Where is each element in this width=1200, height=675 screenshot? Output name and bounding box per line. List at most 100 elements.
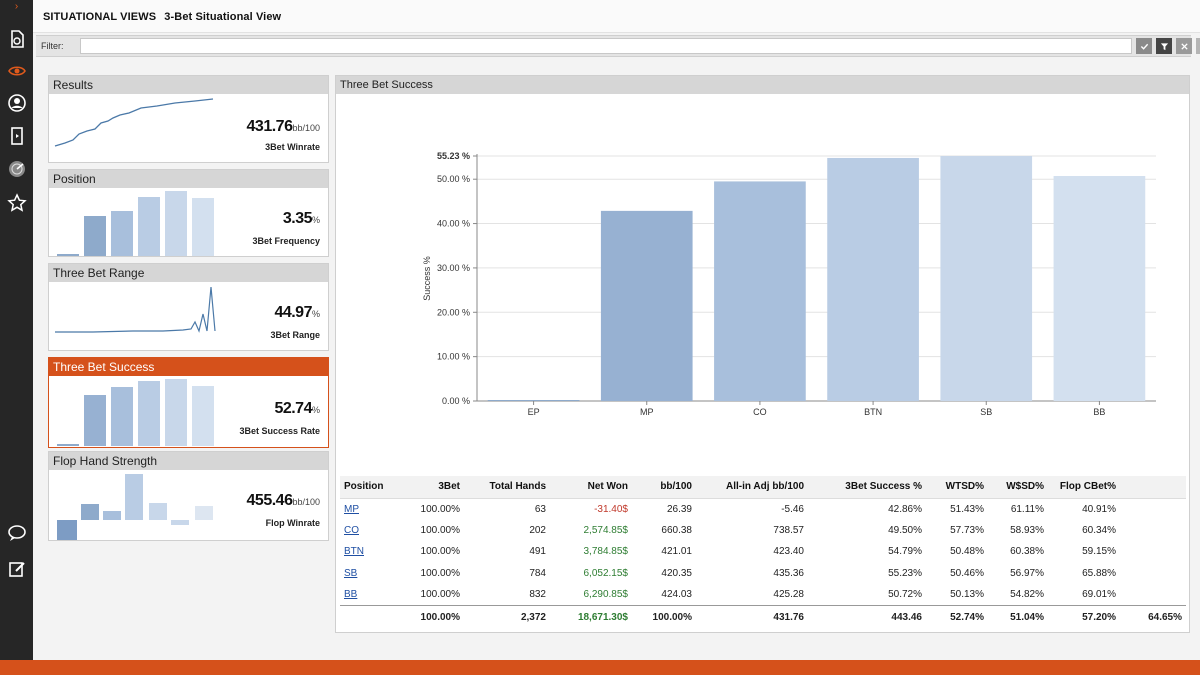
table-cell: 738.57 — [773, 524, 804, 536]
table-row[interactable]: CO 100.00% 202 2,574.85$ 660.38 738.57 49.50% 5… — [340, 520, 1186, 542]
three-bet-success-panel: Three Bet Success 0.00 % 10.00 % 20.00 % 30… — [335, 75, 1190, 633]
table-cell: 423.40 — [773, 546, 804, 558]
table-cell: 50.72% — [888, 589, 922, 600]
table-row[interactable]: BTN 100.00% 491 3,784.85$ 421.01 423.40 54.79%… — [340, 541, 1186, 563]
table-cell: 424.03 — [661, 589, 692, 600]
y-tick-label: 0.00 % — [442, 396, 470, 406]
total-cell — [340, 605, 402, 630]
clear-filter-button[interactable] — [1176, 38, 1192, 54]
table-cell: 100.00% — [420, 567, 460, 579]
total-cell: 100.00% — [632, 605, 696, 630]
table-cell: 100.00% — [420, 524, 460, 536]
position-link[interactable]: BTN — [344, 546, 364, 558]
table-cell: 59.15% — [1082, 546, 1116, 558]
position-link[interactable]: CO — [344, 524, 359, 536]
radar-icon[interactable] — [4, 156, 29, 182]
chat-icon[interactable] — [4, 520, 29, 546]
total-cell: 57.20% — [1048, 605, 1120, 630]
table-row[interactable]: MP 100.00% 63 -31.40$ 26.39 -5.46 42.86% 51.43%… — [340, 498, 1186, 520]
table-cell: 51.43% — [950, 503, 984, 515]
table-cell: 65.88% — [1082, 567, 1116, 579]
x-tick-label: EP — [528, 407, 540, 417]
table-cell: 60.34% — [1082, 524, 1116, 536]
card-title: Three Bet Success — [49, 358, 328, 376]
filter-label: Filter: — [41, 41, 64, 51]
position-link[interactable]: BB — [344, 589, 358, 600]
table-cell: 202 — [529, 524, 546, 536]
filter-input[interactable] — [80, 38, 1132, 54]
card-flop-hand-strength[interactable]: Flop Hand Strength 455.46bb/100 Flop Win… — [48, 451, 329, 541]
table-row[interactable]: BB 100.00% 832 6,290.85$ 424.03 425.28 50.72% 5… — [340, 584, 1186, 606]
bar-sb — [940, 156, 1033, 401]
position-link[interactable]: MP — [344, 503, 359, 515]
stats-table: Position 3Bet Total Hands Net Won bb/100… — [340, 476, 1186, 630]
y-axis-label: Success % — [422, 256, 432, 301]
report-icon[interactable] — [4, 26, 29, 52]
total-cell: 51.04% — [988, 605, 1048, 630]
table-row[interactable]: SB 100.00% 784 6,052.15$ 420.35 435.36 55.23% 5… — [340, 563, 1186, 585]
funnel-icon — [1160, 42, 1168, 50]
position-bars — [57, 191, 214, 256]
table-cell: 26.39 — [666, 503, 692, 515]
table-cell: 69.01% — [1082, 589, 1116, 600]
x-tick-label: CO — [753, 407, 767, 417]
col-header[interactable]: Total Hands — [464, 476, 550, 499]
card-icon[interactable] — [4, 123, 29, 149]
table-cell: 50.48% — [950, 546, 984, 558]
table-cell: 42.86% — [888, 503, 922, 515]
filter-button[interactable] — [1156, 38, 1172, 54]
table-cell: -5.46 — [781, 503, 804, 515]
table-cell: 55.23% — [888, 567, 922, 579]
view-title: 3-Bet Situational View — [164, 11, 282, 23]
bar-mp — [600, 210, 693, 401]
card-three-bet-range[interactable]: Three Bet Range 44.97% 3Bet Range — [48, 263, 329, 351]
user-icon[interactable] — [4, 90, 29, 116]
col-header[interactable]: 3Bet — [402, 476, 464, 499]
total-cell: 52.74% — [926, 605, 988, 630]
card-three-bet-success[interactable]: Three Bet Success 52.74% 3Bet Success Ra… — [48, 357, 329, 448]
table-cell — [1120, 584, 1186, 606]
col-header[interactable]: W$SD% — [988, 476, 1048, 499]
table-cell: 58.93% — [1010, 524, 1044, 536]
table-cell: 63 — [534, 503, 546, 515]
table-cell: 420.35 — [661, 567, 692, 579]
apply-filter-button[interactable] — [1136, 38, 1152, 54]
star-icon[interactable] — [4, 190, 29, 216]
bar-btn — [827, 157, 919, 401]
col-header[interactable]: WTSD% — [926, 476, 988, 499]
col-header — [1120, 476, 1186, 499]
col-header[interactable]: Flop CBet% — [1048, 476, 1120, 499]
card-value: 431.76bb/100 — [246, 118, 320, 135]
col-header[interactable]: Position — [340, 476, 402, 499]
x-tick-label: BB — [1093, 407, 1105, 417]
card-results[interactable]: Results 431.76bb/100 3Bet Winrate — [48, 75, 329, 163]
bottom-status-bar — [0, 660, 1200, 675]
col-header[interactable]: 3Bet Success % — [808, 476, 926, 499]
table-cell: 784 — [529, 567, 546, 579]
y-tick-label: 50.00 % — [437, 174, 470, 184]
bar-ep — [487, 400, 580, 401]
edit-icon[interactable] — [4, 556, 29, 582]
y-tick-label: 30.00 % — [437, 263, 470, 273]
table-header-row: Position 3Bet Total Hands Net Won bb/100… — [340, 476, 1186, 499]
col-header[interactable]: bb/100 — [632, 476, 696, 499]
col-header[interactable]: All-in Adj bb/100 — [696, 476, 808, 499]
card-title: Three Bet Range — [49, 264, 328, 282]
range-sparkline — [55, 286, 216, 333]
save-filter-button[interactable] — [1196, 38, 1200, 54]
x-tick-label: MP — [640, 407, 654, 417]
page-header: SITUATIONAL VIEWS 3-Bet Situational View — [33, 0, 1200, 33]
card-metric: 3Bet Winrate — [265, 142, 320, 152]
bar-bb — [1053, 176, 1146, 401]
card-value: 455.46bb/100 — [246, 492, 320, 509]
total-cell: 18,671.30$ — [550, 605, 632, 630]
table-cell — [1120, 541, 1186, 563]
chevron-right-icon[interactable]: › — [14, 1, 19, 12]
filter-bar: Filter: — [36, 35, 1200, 57]
position-link[interactable]: SB — [344, 567, 358, 579]
table-cell: 100.00% — [420, 546, 460, 558]
eye-icon[interactable] — [4, 58, 29, 84]
card-position[interactable]: Position 3.35% 3Bet Frequency — [48, 169, 329, 257]
col-header[interactable]: Net Won — [550, 476, 632, 499]
card-metric: 3Bet Success Rate — [239, 426, 320, 436]
